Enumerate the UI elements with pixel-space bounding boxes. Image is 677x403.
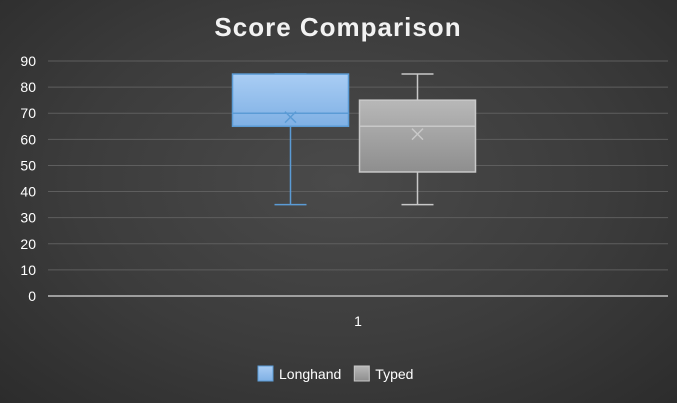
legend: Longhand Typed — [257, 365, 413, 382]
legend-swatch-typed — [353, 365, 370, 382]
y-tick-label: 50 — [20, 157, 36, 173]
iqr-box — [358, 99, 477, 173]
y-tick-label: 60 — [20, 131, 36, 147]
y-tick-label: 0 — [28, 288, 36, 304]
x-axis: 1 — [48, 295, 668, 329]
legend-label-longhand: Longhand — [279, 366, 341, 382]
y-tick-label: 40 — [20, 184, 36, 200]
mean-marker — [411, 128, 424, 141]
x-tick-label: 1 — [354, 313, 362, 329]
y-tick-label: 90 — [20, 53, 36, 69]
chart-title: Score Comparison — [214, 12, 461, 42]
y-axis-ticks: 0 10 20 30 40 50 60 70 80 90 — [20, 53, 36, 304]
gridlines — [48, 60, 668, 271]
y-tick-label: 20 — [20, 236, 36, 252]
iqr-box — [231, 73, 350, 128]
legend-swatch-longhand — [257, 365, 274, 382]
mean-marker — [284, 111, 297, 124]
box-typed — [358, 73, 477, 206]
y-tick-label: 30 — [20, 210, 36, 226]
y-tick-label: 70 — [20, 105, 36, 121]
y-tick-label: 10 — [20, 262, 36, 278]
box-series — [231, 73, 477, 206]
legend-label-typed: Typed — [375, 366, 413, 382]
box-longhand — [231, 73, 350, 206]
y-tick-label: 80 — [20, 79, 36, 95]
